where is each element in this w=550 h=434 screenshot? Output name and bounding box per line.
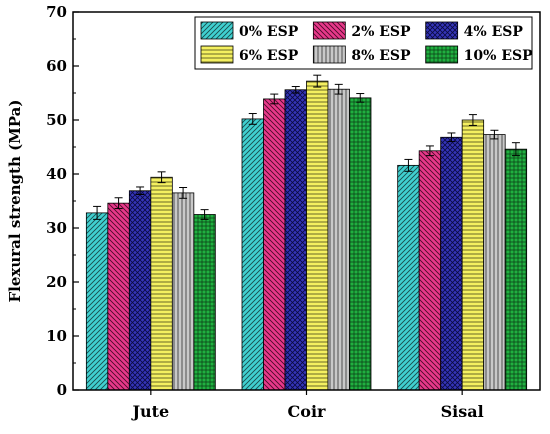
error-bar <box>313 74 322 88</box>
legend-label: 6% ESP <box>239 48 299 64</box>
error-bar <box>404 158 413 172</box>
error-bar <box>136 186 145 196</box>
bar-jute-4 <box>171 192 195 391</box>
legend-swatch <box>200 21 234 40</box>
bar-jute-0 <box>85 212 109 391</box>
legend-box <box>194 16 533 70</box>
bar-sisal-4 <box>483 134 506 391</box>
legend-swatch <box>312 45 346 64</box>
bar-jute-5 <box>193 214 216 391</box>
y-tick-label: 70 <box>46 3 67 21</box>
legend-swatch <box>312 21 346 40</box>
error-bar <box>490 129 499 140</box>
bar-coir-0 <box>241 118 264 391</box>
legend-label: 4% ESP <box>464 24 524 40</box>
bar-jute-3 <box>150 176 173 391</box>
error-bar <box>157 171 166 184</box>
error-bar <box>511 142 520 157</box>
bar-coir-5 <box>349 97 372 391</box>
y-axis-title: Flexural strength (MPa) <box>6 100 24 303</box>
bar-sisal-1 <box>418 150 442 391</box>
y-tick-label: 10 <box>46 327 67 345</box>
bar-coir-1 <box>263 98 286 391</box>
error-bar <box>200 209 209 220</box>
bar-coir-3 <box>306 80 329 391</box>
error-bar <box>179 187 188 199</box>
x-tick-label: Jute <box>130 402 169 421</box>
y-tick-label: 60 <box>46 57 67 75</box>
error-bar <box>447 132 456 143</box>
legend-label: 0% ESP <box>239 24 299 40</box>
legend-label: 8% ESP <box>351 48 411 64</box>
legend-swatch <box>200 45 234 64</box>
y-tick-label: 40 <box>46 165 67 183</box>
axes: Jute Coir Sisal 0 10 20 30 40 50 60 70 Flexural str… <box>6 3 541 421</box>
x-tick-label: Coir <box>288 402 326 421</box>
legend-swatch <box>425 45 459 64</box>
error-bar <box>270 93 279 105</box>
bar-sisal-2 <box>440 136 463 391</box>
bar-jute-1 <box>107 202 130 391</box>
legend-label: 10% ESP <box>464 48 533 64</box>
error-bar <box>114 197 123 210</box>
bar-coir-4 <box>327 88 350 391</box>
bar-sisal-5 <box>504 148 528 391</box>
error-bar <box>291 86 300 94</box>
error-bar <box>356 93 365 103</box>
bar-sisal-0 <box>397 164 420 391</box>
plot-area <box>85 74 528 391</box>
error-bar <box>425 145 434 157</box>
error-bar <box>468 114 477 126</box>
legend-swatch <box>425 21 459 40</box>
legend: 0% ESP 2% ESP 4% ESP 6% ESP 8% ESP 10% ESP <box>194 16 533 70</box>
bar-jute-2 <box>128 190 152 391</box>
error-bar <box>334 83 343 95</box>
y-tick-label: 20 <box>46 273 67 291</box>
error-bar <box>248 113 257 125</box>
y-tick-label: 30 <box>46 219 67 237</box>
error-bar <box>93 205 102 220</box>
bar-coir-2 <box>284 89 307 391</box>
y-tick-label: 50 <box>46 111 67 129</box>
legend-label: 2% ESP <box>351 24 411 40</box>
bar-sisal-3 <box>461 119 485 391</box>
y-tick-label: 0 <box>57 381 67 399</box>
x-tick-label: Sisal <box>441 402 484 421</box>
